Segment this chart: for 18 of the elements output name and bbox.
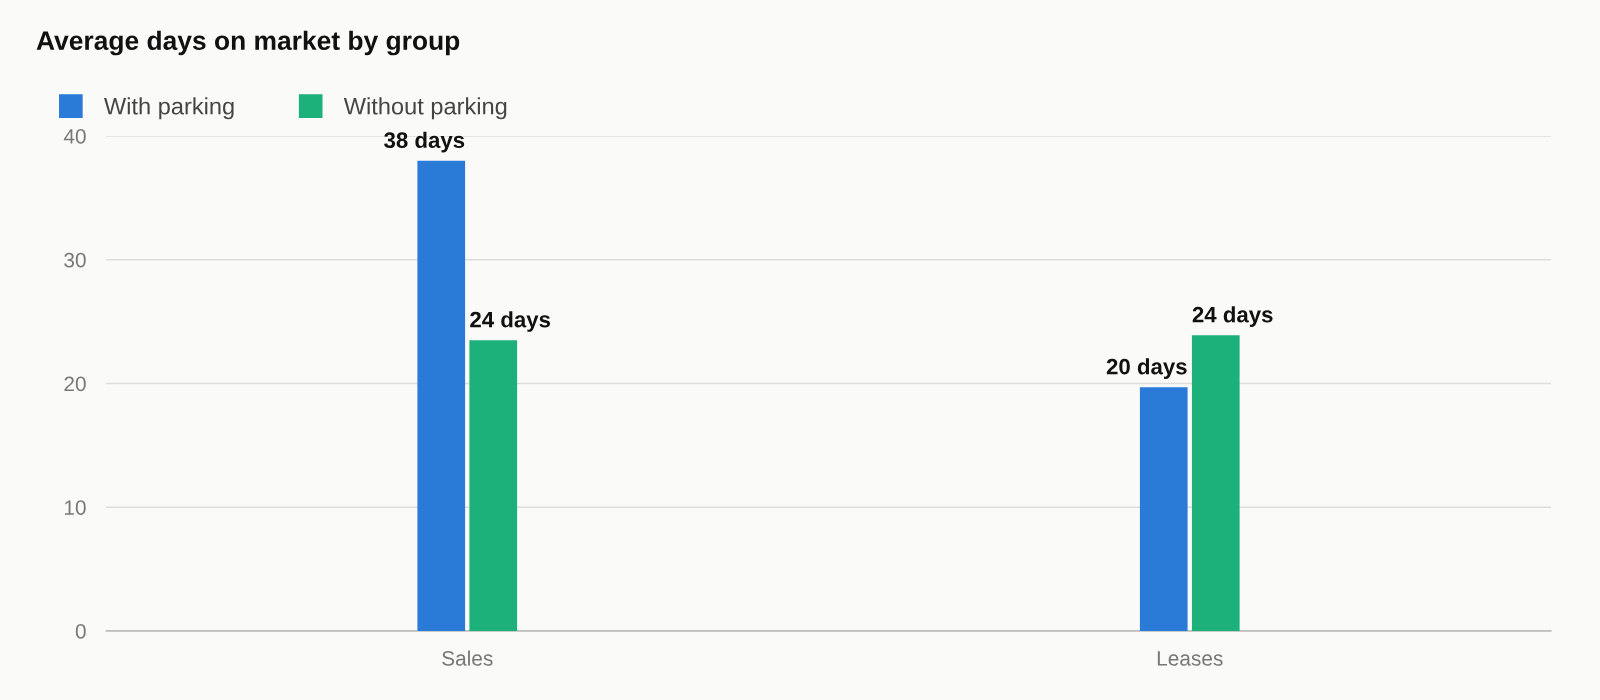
x-tick-label: Leases xyxy=(1157,651,1223,666)
data-label: 20 days xyxy=(1106,358,1187,379)
legend-label: Without parking xyxy=(343,97,507,120)
y-tick-label: 10 xyxy=(64,500,86,515)
bar xyxy=(469,340,518,631)
y-tick-label: 20 xyxy=(64,376,86,392)
data-label: 24 days xyxy=(1192,306,1273,327)
bar xyxy=(417,160,466,631)
legend-label: With parking xyxy=(104,97,234,120)
y-tick-label: 40 xyxy=(63,129,86,144)
data-label: 38 days xyxy=(384,131,465,153)
y-tick-label: 30 xyxy=(64,252,86,268)
x-tick-label: Sales xyxy=(442,650,493,666)
bar xyxy=(1191,335,1240,631)
bar xyxy=(1139,387,1188,631)
data-label: 24 days xyxy=(470,311,551,332)
chart-title: Average days on market by group xyxy=(36,30,460,56)
y-tick-label: 0 xyxy=(75,624,86,639)
